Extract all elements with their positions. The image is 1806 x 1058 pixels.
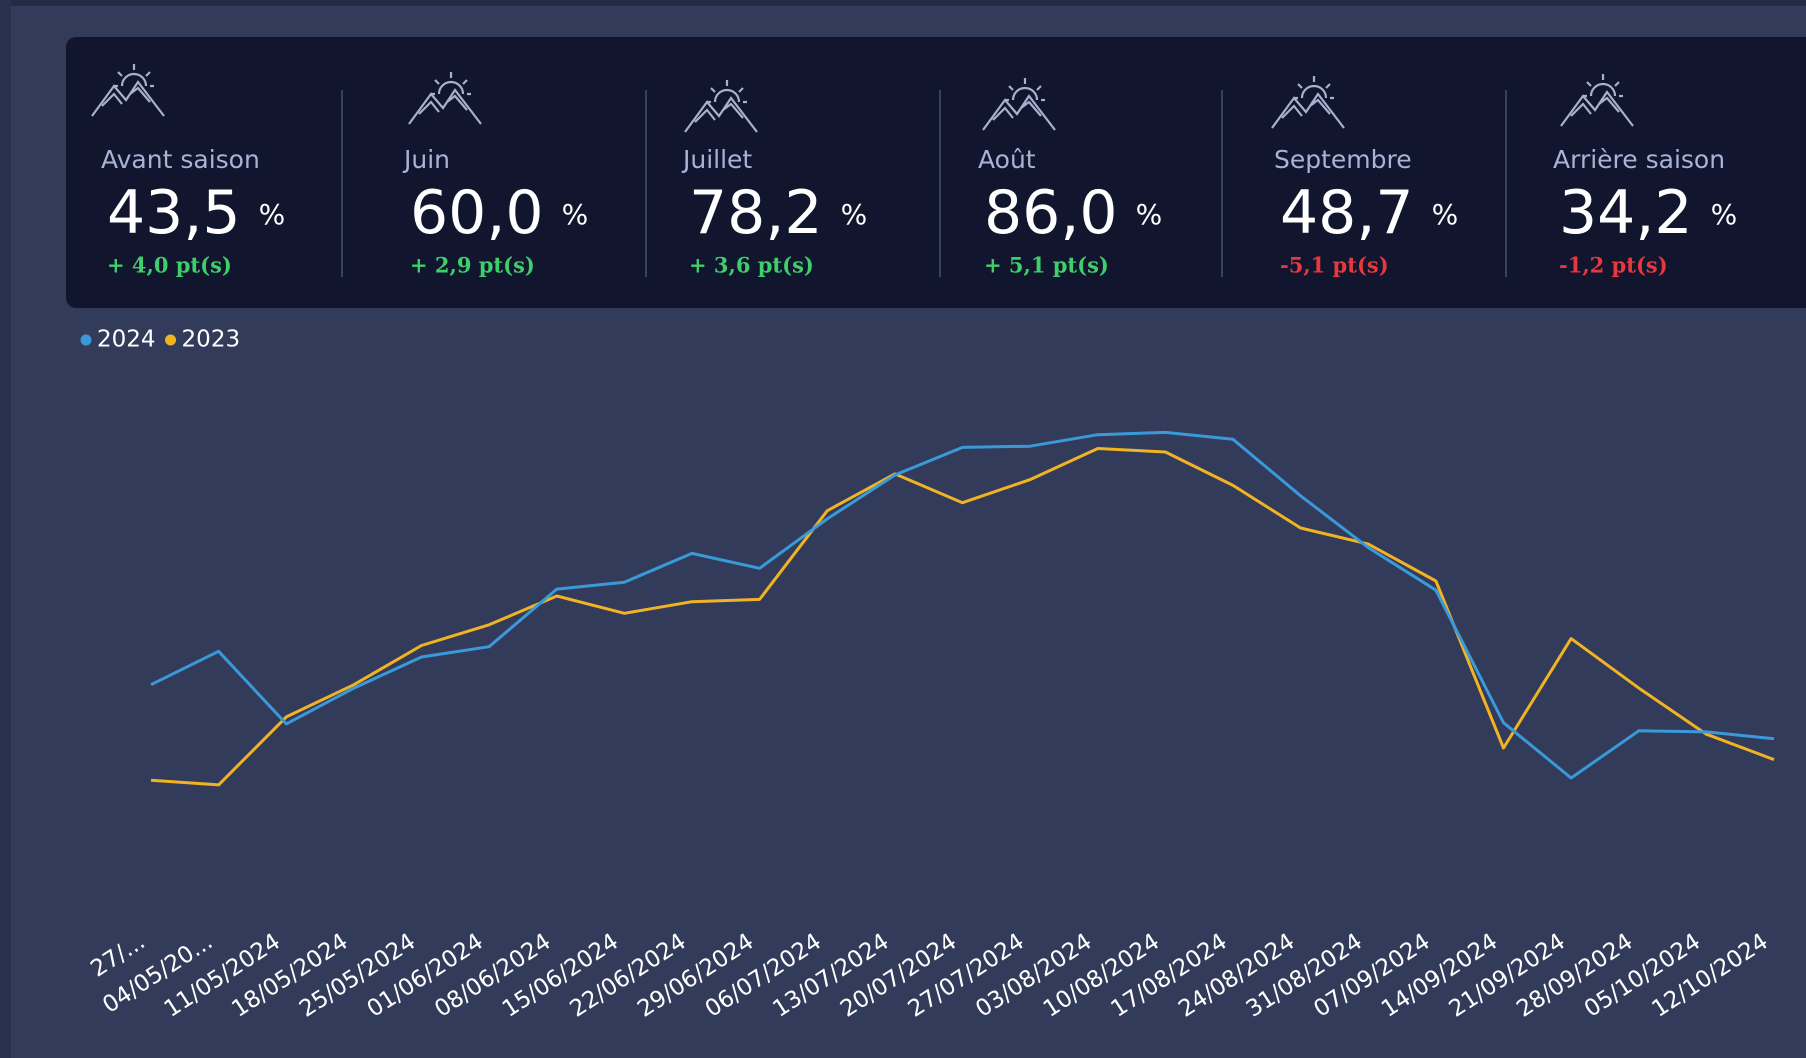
kpi-delta: -1,2 pt(s) [1559,253,1668,278]
mountain-icon [408,72,482,125]
legend-dot [80,334,92,346]
icon-mountains [982,94,1056,131]
kpi-unit: % [1432,198,1459,231]
kpi-delta: + 5,1 pt(s) [984,253,1109,278]
kpi-unit: % [562,198,589,231]
kpi-unit: % [259,198,286,231]
icon-mountains [91,80,165,117]
kpi-unit: % [1136,198,1163,231]
kpi-value: 48,7% [1280,178,1458,248]
kpi-label: Septembre [1274,145,1412,174]
kpi-label: Juin [402,145,450,174]
kpi-label: Août [978,145,1036,174]
kpi-delta: + 3,6 pt(s) [689,253,814,278]
kpi-delta: + 2,9 pt(s) [410,253,535,278]
icon-mountains [408,88,482,125]
mountain-icon [982,78,1056,131]
kpi-label: Arrière saison [1553,145,1725,174]
kpi-value: 34,2% [1559,178,1737,248]
mountain-icon [91,64,165,117]
kpi-label: Avant saison [101,145,260,174]
left-border [0,0,11,1058]
kpi-value: 86,0% [984,178,1162,248]
kpi-value: 78,2% [689,178,867,248]
kpi-number: 48,7 [1280,178,1414,248]
kpi-label: Juillet [681,145,752,174]
icon-sun [1294,76,1334,100]
kpi-unit: % [841,198,868,231]
kpi-number: 86,0 [984,178,1118,248]
icon-sun [707,80,747,104]
icon-mountains [1560,90,1634,127]
icon-mountains [684,96,758,133]
kpi-number: 43,5 [107,178,241,248]
mountain-icon [1271,76,1345,129]
kpi-number: 34,2 [1559,178,1693,248]
kpi-unit: % [1711,198,1738,231]
legend-dot [165,334,177,346]
kpi-delta: + 4,0 pt(s) [107,253,232,278]
top-border [0,0,1806,6]
kpi-number: 60,0 [410,178,544,248]
mountain-icon [1560,74,1634,127]
icon-sun [1005,78,1045,102]
series-line [150,430,1775,780]
mountain-icon [684,80,758,133]
kpi-value: 43,5% [107,178,285,248]
icon-mountains [1271,92,1345,129]
kpi-delta: -5,1 pt(s) [1280,253,1389,278]
icon-sun [431,72,471,96]
kpi-panel [66,37,1806,308]
legend-label: 2024 [97,327,156,353]
icon-sun [1583,74,1623,98]
icon-sun [114,64,154,88]
legend-label: 2023 [182,327,241,353]
kpi-value: 60,0% [410,178,588,248]
series-line [150,447,1775,787]
kpi-number: 78,2 [689,178,823,248]
